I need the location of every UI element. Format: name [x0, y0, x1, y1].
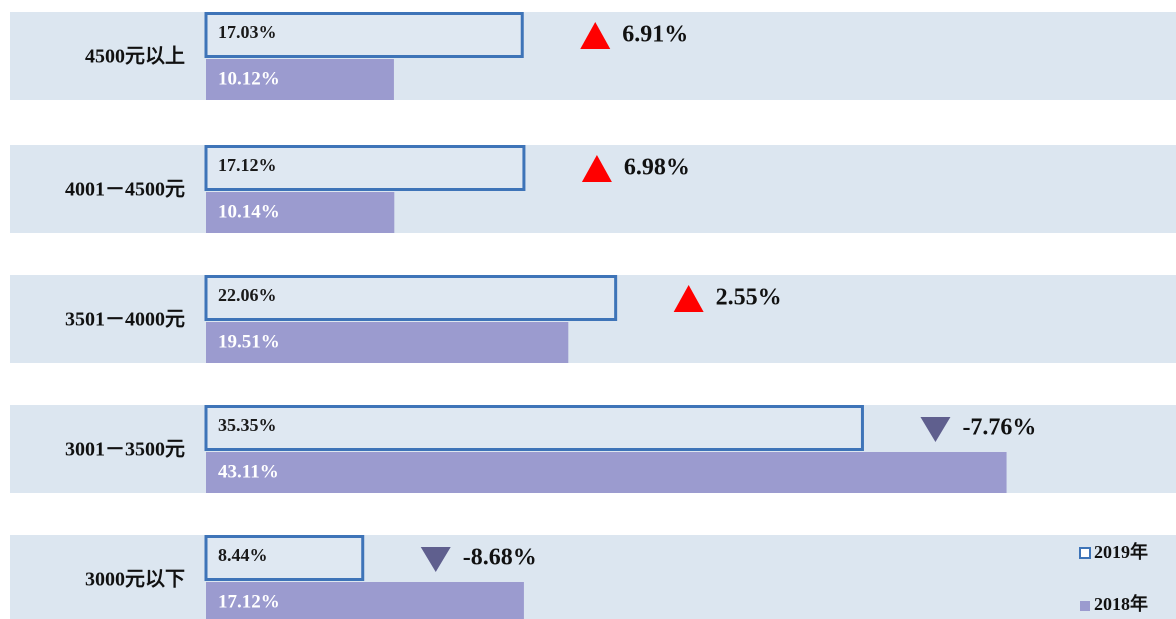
value-label: 35.35%: [218, 415, 277, 435]
bar-2018: [206, 582, 524, 619]
value-label: 8.44%: [218, 545, 268, 565]
value-label: 17.03%: [218, 22, 277, 42]
bar-2019: [204, 405, 864, 451]
change-indicator: [580, 22, 611, 49]
bar-2018: [206, 322, 569, 363]
change-label: 2.55%: [716, 285, 782, 311]
bar-2018: [206, 192, 395, 233]
value-label: 10.12%: [218, 68, 280, 89]
change-indicator: [920, 417, 951, 442]
change-indicator: [420, 547, 451, 572]
bar-2019: [204, 12, 524, 58]
value-label: 43.11%: [218, 461, 279, 482]
legend-swatch: [1080, 601, 1090, 611]
value-label: 17.12%: [218, 591, 280, 612]
value-label: 17.12%: [218, 155, 277, 175]
change-label: 6.98%: [624, 155, 690, 181]
category-label: 4500元以上: [85, 45, 185, 68]
value-label: 10.14%: [218, 201, 280, 222]
change-label: 6.91%: [622, 22, 688, 48]
category-label: 4001－4500元: [65, 179, 185, 201]
value-label: 19.51%: [218, 331, 280, 352]
legend-label: 2019年: [1094, 541, 1148, 562]
row-band: [10, 535, 1176, 619]
legend-swatch: [1079, 547, 1091, 559]
bar-2019: [204, 275, 618, 321]
category-label: 3501－4000元: [65, 309, 185, 331]
value-label: 22.06%: [218, 285, 277, 305]
change-indicator: [581, 155, 612, 182]
category-label: 3000元以下: [85, 568, 185, 591]
change-indicator: [673, 285, 704, 312]
bar-2018: [206, 59, 394, 100]
bar-2019: [204, 145, 526, 191]
row-band: [10, 145, 1176, 233]
bar-2019: [204, 535, 365, 581]
bar-2018: [206, 452, 1007, 493]
legend-label: 2018年: [1094, 593, 1148, 614]
change-label: -7.76%: [962, 415, 1036, 441]
category-label: 3001－3500元: [65, 439, 185, 461]
change-label: -8.68%: [463, 545, 537, 571]
